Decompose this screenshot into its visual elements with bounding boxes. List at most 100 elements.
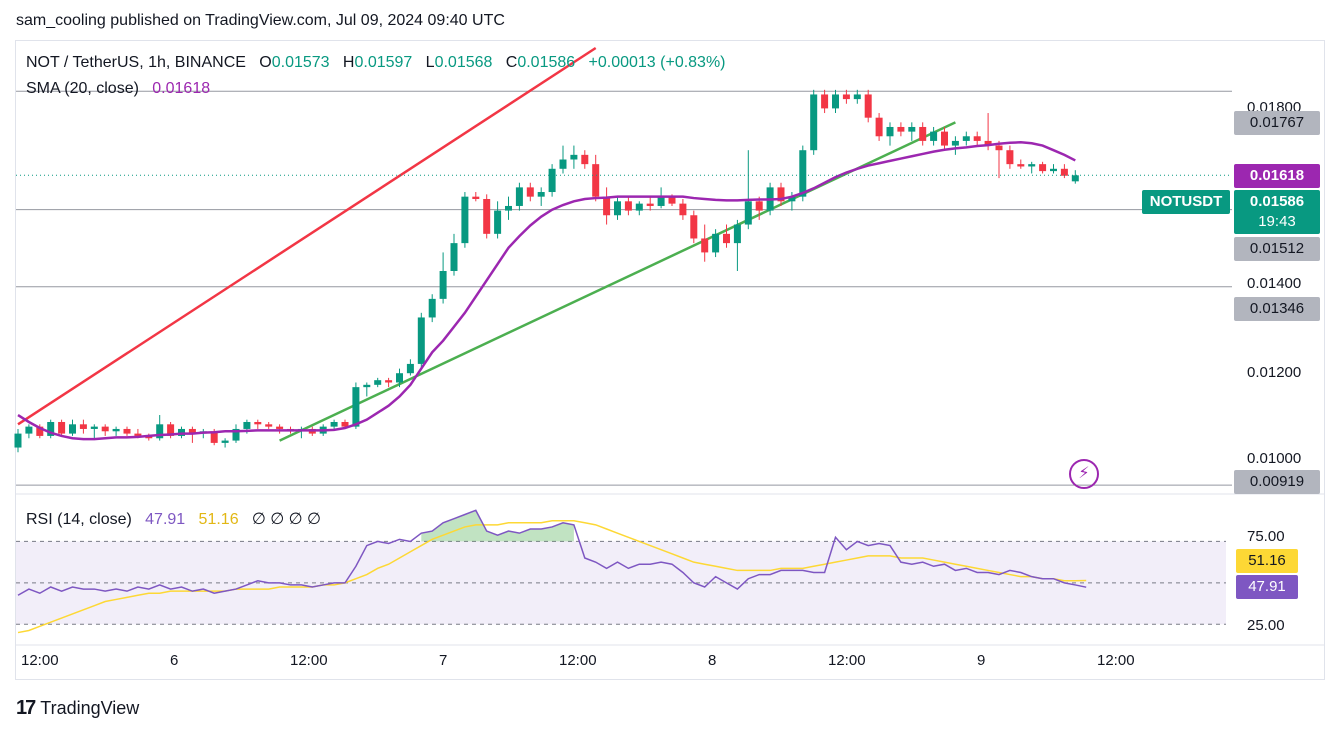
candle-body [221, 440, 229, 443]
tradingview-logo[interactable]: 17 TradingView [16, 697, 139, 720]
candle-body [908, 126, 916, 132]
candle-body [526, 187, 534, 197]
time-tick: 12:00 [21, 652, 59, 669]
candle-body [799, 150, 807, 197]
candle-body [679, 203, 687, 216]
close-label: C [505, 54, 518, 71]
candle-body [374, 380, 382, 385]
candle-body [635, 203, 643, 211]
candle-body [559, 159, 567, 169]
candle-body [330, 421, 338, 427]
candle-body [134, 433, 142, 436]
price-tick: 0.01000 [1247, 450, 1302, 467]
candle-body [450, 243, 458, 271]
candle-body [385, 380, 393, 383]
candle-body [461, 196, 469, 244]
open-label: O [259, 54, 272, 71]
candles [14, 89, 1079, 453]
lightning-icon[interactable]: ⚡ [1069, 459, 1099, 489]
candle-body [690, 215, 698, 239]
candle-body [930, 131, 938, 141]
candle-body [842, 94, 850, 100]
candle-body [712, 233, 720, 253]
candle-body [363, 384, 371, 388]
candle-body [755, 201, 763, 211]
candle-body [973, 136, 981, 141]
candle-body [232, 428, 240, 441]
rsi-label: RSI (14, close) [26, 511, 132, 528]
candle-body [701, 238, 709, 253]
candle-body [254, 421, 262, 425]
candle-body [188, 428, 196, 434]
level-box: 0.01512 [1234, 237, 1320, 261]
candle-body [1006, 150, 1014, 165]
candle-body [156, 424, 164, 439]
tv-logo-icon: 17 [16, 697, 36, 719]
candle-body [788, 196, 796, 202]
candle-body [210, 431, 218, 443]
resistance-trendline [17, 46, 597, 426]
candle-body [614, 201, 621, 216]
candle-body [570, 154, 578, 160]
sma-price-box: 0.01618 [1234, 164, 1320, 188]
sma-legend[interactable]: SMA (20, close) 0.01618 [26, 80, 210, 98]
candle-body [624, 201, 632, 211]
open-value: 0.01573 [271, 54, 330, 71]
brand-name: TradingView [40, 698, 140, 718]
candle-body [897, 126, 905, 132]
symbol-tag: NOTUSDT [1142, 190, 1230, 214]
low-value: 0.01568 [434, 54, 493, 71]
chart-frame [15, 40, 1325, 680]
rsi-overbought-area [421, 510, 574, 542]
candle-body [1028, 164, 1036, 167]
candle-body [984, 140, 992, 146]
candle-body [919, 126, 927, 141]
candle-body [810, 94, 818, 151]
rsi-tick: 25.00 [1247, 617, 1285, 634]
countdown: 19:43 [1258, 213, 1296, 230]
candle-body [112, 428, 120, 432]
candle-body [646, 203, 654, 206]
candle-body [1017, 164, 1025, 167]
candle-body [123, 428, 131, 434]
time-tick: 6 [170, 652, 179, 669]
candle-body [79, 424, 87, 429]
time-tick: 8 [708, 652, 717, 669]
time-tick: 12:00 [828, 652, 866, 669]
candle-body [853, 94, 861, 100]
candle-body [90, 426, 98, 429]
candle-body [352, 387, 360, 427]
rsi-legend[interactable]: RSI (14, close) 47.91 51.16 ∅ ∅ ∅ ∅ [26, 509, 321, 529]
candle-body [439, 271, 447, 299]
sma-value: 0.01618 [152, 80, 211, 97]
rsi-ma-value: 51.16 [198, 511, 239, 528]
high-value: 0.01597 [354, 54, 413, 71]
candle-body [744, 201, 752, 225]
horizontal-levels [16, 90, 1232, 486]
candle-body [777, 187, 785, 202]
candle-body [58, 421, 66, 434]
candle-body [592, 164, 600, 197]
candle-body [832, 94, 839, 109]
time-tick: 12:00 [1097, 652, 1135, 669]
candle-body [472, 196, 480, 199]
candle-body [723, 233, 730, 244]
sma-line [17, 141, 1076, 441]
candle-body [167, 424, 175, 436]
candle-body [1071, 175, 1079, 182]
level-box: 0.01767 [1234, 111, 1320, 135]
main-legend: NOT / TetherUS, 1h, BINANCE O0.01573 H0.… [26, 54, 726, 72]
sma-label: SMA (20, close) [26, 80, 139, 97]
rsi-overbought-fill [421, 510, 574, 542]
rsi-box: 47.91 [1236, 575, 1298, 599]
candle-body [265, 424, 273, 427]
level-box: 0.00919 [1234, 470, 1320, 494]
price-tick: 0.01400 [1247, 275, 1302, 292]
candle-body [962, 136, 970, 141]
candle-body [886, 126, 894, 137]
candle-body [14, 433, 22, 448]
candle-body [47, 421, 55, 436]
price-tick: 0.01200 [1247, 364, 1302, 381]
symbol-label[interactable]: NOT / TetherUS, 1h, BINANCE [26, 54, 246, 71]
